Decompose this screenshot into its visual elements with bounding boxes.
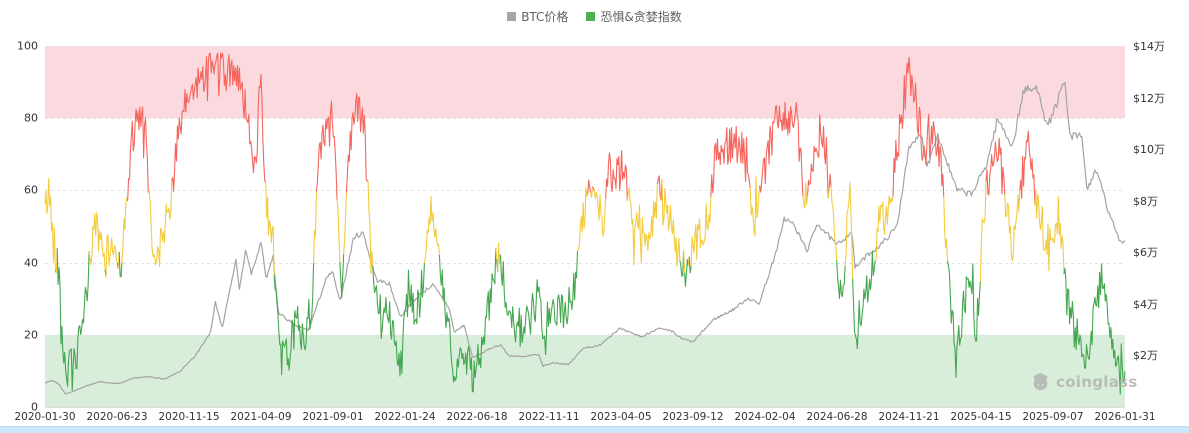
x-tick-2020-06-23: 2020-06-23 xyxy=(86,411,148,423)
y-left-tick-100: 100 xyxy=(17,39,38,53)
datazoom-scrollbar[interactable] xyxy=(0,426,1189,433)
y-right-tick-80000: $8万 xyxy=(1133,194,1158,208)
x-tick-2025-04-15: 2025-04-15 xyxy=(950,411,1012,423)
x-tick-2023-09-12: 2023-09-12 xyxy=(662,411,724,423)
x-tick-2022-11-11: 2022-11-11 xyxy=(518,411,580,423)
y-left-tick-60: 60 xyxy=(24,183,38,197)
x-tick-2020-11-15: 2020-11-15 xyxy=(158,411,220,423)
coinglass-gorilla-icon xyxy=(1033,373,1048,391)
y-right-tick-20000: $2万 xyxy=(1133,349,1158,363)
x-tick-2024-11-21: 2024-11-21 xyxy=(878,411,940,423)
y-left-tick-40: 40 xyxy=(24,256,38,270)
x-tick-2023-04-05: 2023-04-05 xyxy=(590,411,652,423)
x-tick-2020-01-30: 2020-01-30 xyxy=(14,411,76,423)
btc-price-swatch-icon xyxy=(507,12,517,21)
y-left-tick-80: 80 xyxy=(24,111,38,125)
legend-label-fear-greed: 恐惧&贪婪指数 xyxy=(600,10,682,24)
legend-item-fear-greed[interactable]: 恐惧&贪婪指数 xyxy=(586,8,682,25)
legend-label-btc-price: BTC价格 xyxy=(521,10,569,24)
y-right-tick-100000: $10万 xyxy=(1133,143,1165,157)
coinglass-watermark-text: coinglass xyxy=(1056,372,1138,391)
y-left-tick-0: 0 xyxy=(31,400,38,414)
y-right-tick-40000: $4万 xyxy=(1133,297,1158,311)
x-tick-2021-04-09: 2021-04-09 xyxy=(230,411,292,423)
x-tick-2021-09-01: 2021-09-01 xyxy=(302,411,364,423)
y-right-tick-120000: $12万 xyxy=(1133,91,1165,105)
y-left-tick-20: 20 xyxy=(24,328,38,342)
y-right-tick-60000: $6万 xyxy=(1133,246,1158,260)
x-tick-2024-02-04: 2024-02-04 xyxy=(734,411,796,423)
legend-item-btc-price[interactable]: BTC价格 xyxy=(507,8,568,25)
x-tick-2022-06-18: 2022-06-18 xyxy=(446,411,508,423)
x-tick-2025-09-07: 2025-09-07 xyxy=(1022,411,1084,423)
x-tick-2022-01-24: 2022-01-24 xyxy=(374,411,436,423)
fear-greed-swatch-icon xyxy=(586,12,596,21)
chart-legend: BTC价格 恐惧&贪婪指数 xyxy=(0,8,1189,25)
x-tick-2026-01-31: 2026-01-31 xyxy=(1094,411,1156,423)
x-tick-2024-06-28: 2024-06-28 xyxy=(806,411,868,423)
coinglass-watermark: coinglass xyxy=(1030,371,1138,392)
y-right-tick-140000: $14万 xyxy=(1133,40,1165,53)
